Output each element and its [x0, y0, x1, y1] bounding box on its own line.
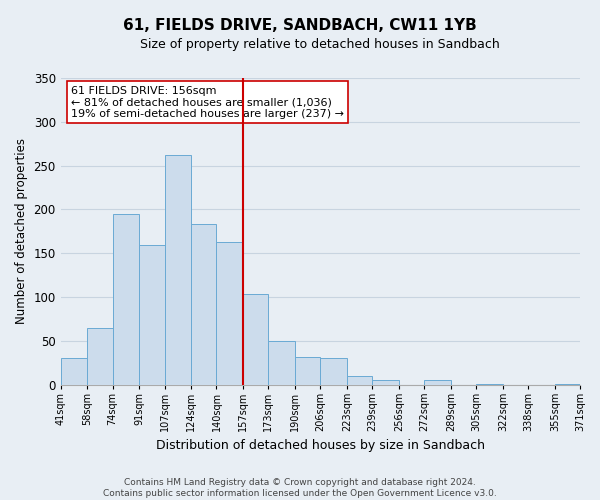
Bar	[243, 294, 268, 384]
Bar	[164, 155, 191, 384]
Bar	[139, 244, 164, 384]
Bar	[320, 358, 347, 384]
Y-axis label: Number of detached properties: Number of detached properties	[15, 138, 28, 324]
Bar	[268, 341, 295, 384]
Bar	[372, 380, 399, 384]
Text: 61 FIELDS DRIVE: 156sqm
← 81% of detached houses are smaller (1,036)
19% of semi: 61 FIELDS DRIVE: 156sqm ← 81% of detache…	[71, 86, 344, 119]
Text: Contains HM Land Registry data © Crown copyright and database right 2024.
Contai: Contains HM Land Registry data © Crown c…	[103, 478, 497, 498]
Bar	[295, 356, 320, 384]
Text: 61, FIELDS DRIVE, SANDBACH, CW11 1YB: 61, FIELDS DRIVE, SANDBACH, CW11 1YB	[123, 18, 477, 32]
Bar	[347, 376, 372, 384]
Bar	[191, 224, 217, 384]
Bar	[61, 358, 88, 384]
Bar	[217, 242, 243, 384]
X-axis label: Distribution of detached houses by size in Sandbach: Distribution of detached houses by size …	[156, 440, 485, 452]
Bar	[113, 214, 139, 384]
Title: Size of property relative to detached houses in Sandbach: Size of property relative to detached ho…	[140, 38, 500, 51]
Bar	[88, 328, 113, 384]
Bar	[424, 380, 451, 384]
